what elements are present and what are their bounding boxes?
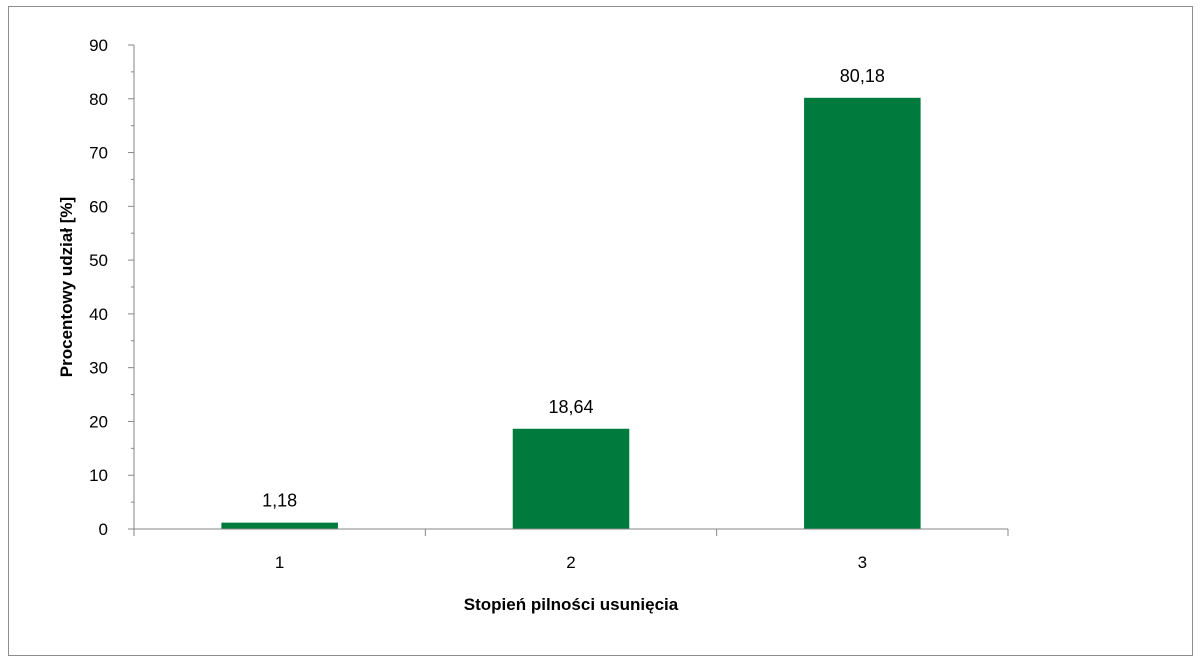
data-label-1: 1,18: [262, 491, 297, 511]
x-axis-title: Stopień pilności usunięcia: [464, 595, 679, 614]
bar-3: [804, 97, 921, 529]
y-tick-label: 10: [89, 466, 108, 485]
y-axis-ticks: 0 10 20 30 40 50 60 70 80 90: [89, 36, 134, 539]
bars: 1,18 18,64 80,18: [221, 66, 921, 529]
y-tick-label: 20: [89, 412, 108, 431]
y-tick-label: 80: [89, 90, 108, 109]
y-tick-label: 0: [99, 520, 108, 539]
data-label-3: 80,18: [840, 66, 885, 86]
y-tick-label: 70: [89, 144, 108, 163]
bar-2: [512, 428, 630, 529]
y-tick-label: 90: [89, 36, 108, 55]
y-tick-label: 50: [89, 251, 108, 270]
bar-1: [221, 522, 338, 529]
x-tick-label: 1: [275, 553, 284, 572]
y-tick-label: 60: [89, 197, 108, 216]
x-tick-label: 3: [858, 553, 867, 572]
x-axis-ticks: 1 2 3: [133, 529, 1009, 572]
y-axis-title: Procentowy udział [%]: [57, 197, 76, 377]
y-tick-label: 30: [89, 359, 108, 378]
chart-frame: [8, 6, 1193, 656]
data-label-2: 18,64: [548, 397, 593, 417]
x-tick-label: 2: [566, 553, 575, 572]
y-tick-label: 40: [89, 305, 108, 324]
